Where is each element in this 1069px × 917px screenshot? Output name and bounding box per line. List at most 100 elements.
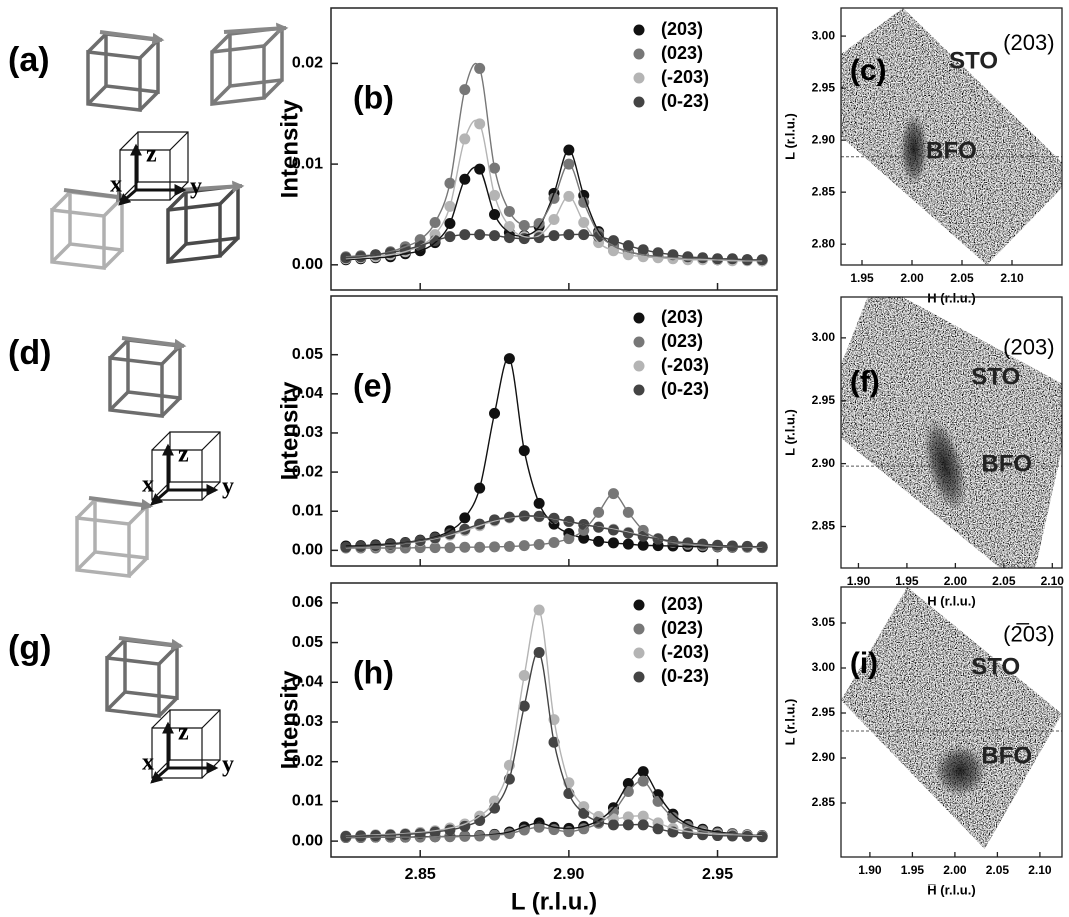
x-tick-label: 2.05 <box>992 574 1016 588</box>
y-tick-label: 2.85 <box>812 519 836 533</box>
cube-face <box>119 149 171 201</box>
legend-marker <box>633 336 645 348</box>
annotation: BFO <box>926 137 977 164</box>
cube-face <box>210 44 266 106</box>
legend-label: (203) <box>661 594 703 614</box>
cube-face <box>75 516 131 578</box>
x-axis-label: H (r.l.u.) <box>927 290 975 305</box>
y-tick-label: 2.90 <box>812 456 836 470</box>
y-tick-label: 2.90 <box>812 750 836 764</box>
cube-edge <box>201 709 221 729</box>
cube-edge <box>262 78 284 100</box>
fit-line <box>345 780 763 839</box>
diagram-label: (g) <box>8 629 51 667</box>
cube-edge <box>160 344 182 366</box>
legend-marker <box>633 48 645 60</box>
axis-letter: x <box>142 472 154 498</box>
y-axis-label: Intensity <box>276 381 303 480</box>
cube-edge <box>105 638 127 660</box>
legend-marker <box>633 623 645 635</box>
legend-label: (023) <box>661 43 703 63</box>
axis-arrow <box>150 766 169 784</box>
cube-face <box>50 208 106 270</box>
y-axis-label: Intensity <box>276 670 303 769</box>
annotation: BFO <box>981 742 1032 769</box>
y-tick-label: 0.02 <box>292 55 323 72</box>
cube-face <box>86 50 142 112</box>
cube-edge <box>210 32 232 54</box>
annotation: STO <box>971 653 1020 680</box>
fit-line <box>345 119 763 262</box>
x-tick-label: 2.95 <box>702 866 733 883</box>
y-tick-label: 0.04 <box>292 673 323 690</box>
legend-label: (023) <box>661 331 703 351</box>
polarization-arrow <box>99 30 165 45</box>
x-tick-label: 1.90 <box>847 574 871 588</box>
y-tick-label: 0.00 <box>292 256 323 273</box>
legend-label: (-203) <box>661 67 709 87</box>
plot-area <box>340 62 768 267</box>
panel-label: (f) <box>850 366 880 399</box>
diagram: (g) x y z <box>8 629 234 784</box>
plot-area <box>340 604 768 844</box>
x-tick-label: 2.05 <box>986 863 1010 877</box>
cube-edge <box>201 431 221 451</box>
x-axis-label: H (r.l.u.) <box>927 593 975 608</box>
polarization-arrow <box>179 180 245 193</box>
legend-marker <box>633 96 645 108</box>
cube-edge <box>119 131 139 151</box>
y-tick-label: 0.05 <box>292 634 323 651</box>
y-tick-label: 2.95 <box>812 705 836 719</box>
y-tick-label: 0.03 <box>292 424 323 441</box>
x-tick-label: 1.95 <box>901 863 925 877</box>
legend-label: (-203) <box>661 642 709 662</box>
plot-frame <box>840 7 1063 266</box>
legend-label: (0-23) <box>661 666 709 686</box>
y-tick-label: 0.00 <box>292 832 323 849</box>
x-tick-label: 2.00 <box>943 863 967 877</box>
line-chart: 0.00 0.01 0.02 0.03 0.04 0.05 0.06 2.85 2.90 2.95… <box>276 582 778 915</box>
cube-edge <box>160 396 182 418</box>
map-chart: 1.95 2.00 2.05 2.10 2.80 2.85 2.90 2.95 3.00 H (r… <box>782 7 1063 305</box>
legend-marker <box>633 671 645 683</box>
fit-line <box>345 233 763 261</box>
cube-edge <box>151 709 171 729</box>
fit-line <box>345 608 763 837</box>
cube-edge <box>75 498 97 520</box>
cube-edge <box>75 550 97 572</box>
y-axis-label: L (r.l.u.) <box>782 113 797 160</box>
panel-label: (h) <box>353 654 394 690</box>
x-tick-label: 1.95 <box>895 574 919 588</box>
y-tick-label: 3.00 <box>812 330 836 344</box>
axis-letter: z <box>178 720 189 746</box>
x-tick-label: 2.85 <box>405 866 436 883</box>
legend-marker <box>633 360 645 372</box>
map-chart: 1.90 1.95 2.00 2.05 2.10 2.85 2.90 2.95 3.00 3.05… <box>782 586 1063 897</box>
panel-label: (i) <box>850 647 878 680</box>
cube-edge <box>102 248 124 270</box>
peak-blob <box>899 113 928 186</box>
y-tick-label: 0.06 <box>292 594 323 611</box>
legend-label: (203) <box>661 307 703 327</box>
polarization-arrow <box>88 496 154 511</box>
annotation: STO <box>949 47 998 74</box>
plot-area <box>340 353 768 554</box>
diagram-label: (d) <box>8 334 51 372</box>
plot-frame <box>840 296 1063 569</box>
x-tick-label: 2.00 <box>900 271 924 285</box>
legend-marker <box>633 312 645 324</box>
cube-edge <box>169 131 189 151</box>
peak-blob <box>923 418 967 512</box>
peak-blob <box>934 744 987 797</box>
cube-edge <box>127 504 149 526</box>
y-tick-label: 0.00 <box>292 542 323 559</box>
y-tick-label: 0.01 <box>292 793 323 810</box>
fit-line <box>345 651 763 838</box>
y-tick-label: 2.85 <box>812 795 836 809</box>
y-tick-label: 3.00 <box>812 28 836 42</box>
cube-edge <box>210 84 232 106</box>
reflection-label: (203) <box>1003 30 1054 55</box>
legend-marker <box>633 384 645 396</box>
cube-edge <box>86 32 108 54</box>
